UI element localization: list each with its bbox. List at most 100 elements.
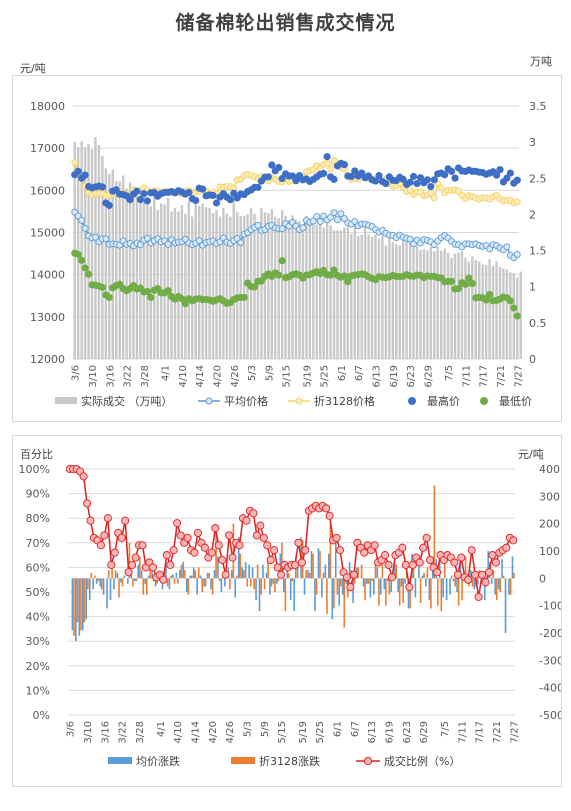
ratio-point [242, 516, 251, 525]
max-price-point [413, 179, 421, 188]
avg-change-bar [303, 578, 306, 595]
change-chart-panel: 0% 10% 20% 30% 40% 50% 60% 70% 80% 90% 100% -500 -40… [12, 435, 564, 787]
max-price-point [409, 172, 418, 181]
volume-bar [350, 233, 353, 359]
p3128-change-bar [499, 578, 502, 592]
ratio-point [148, 563, 157, 572]
avg-change-bar [81, 578, 84, 631]
volume-bar [464, 257, 467, 359]
volume-bar [229, 216, 232, 359]
volume-bar [267, 212, 270, 359]
avg-change-bar [373, 578, 375, 595]
p3128-change-bar [461, 578, 463, 601]
max-price-point [492, 171, 501, 179]
max-price-point [133, 187, 141, 195]
ratio-point [207, 548, 216, 557]
min-price-point [513, 312, 521, 320]
avg-change-bar [175, 572, 178, 579]
p3128-change-bar [371, 578, 373, 582]
price-left-unit: 元/吨 [20, 62, 46, 75]
avg-change-bar [418, 559, 420, 579]
volume-bar [446, 252, 450, 359]
avg-change-bar [140, 570, 143, 579]
p3128-change-bar [364, 578, 366, 601]
avg-change-bar [251, 567, 254, 579]
x-tick-label: 3/10 [83, 721, 94, 743]
y2-tick-label: 300 [539, 490, 560, 503]
price-chart: 12000 13000 14000 15000 16000 17000 18000 0 0.5 1… [30, 100, 547, 408]
p3128-change-bar [343, 578, 346, 628]
x-tick-label: 6/13 [367, 721, 378, 743]
y2-tick-label: 400 [539, 463, 560, 476]
volume-bar [194, 200, 197, 359]
y-tick-label: 15000 [30, 227, 65, 240]
p3128-change-bar [374, 564, 377, 579]
p3128-change-bar [90, 572, 93, 579]
x-tick-label: 6/7 [350, 721, 361, 737]
max-price-point [212, 199, 221, 207]
avg-change-bar [116, 572, 119, 579]
p3128-change-bar [385, 578, 387, 606]
volume-bar [87, 144, 90, 359]
avg-price-point [334, 216, 341, 224]
p3128-change-bar [149, 564, 152, 579]
x-tick-label: 6/23 [402, 721, 413, 743]
avg-change-bar [113, 578, 115, 590]
volume-bar [436, 246, 439, 359]
volume-bar [270, 209, 273, 359]
ratio-point [225, 531, 234, 540]
y2-tick-label: -200 [539, 627, 561, 640]
x-tick-label: 4/20 [208, 721, 219, 743]
max-price-point [513, 176, 521, 184]
p3128-change-bar [201, 578, 204, 592]
avg-change-bar [220, 578, 223, 592]
max-price-point [340, 161, 349, 169]
volume-bar [277, 218, 280, 359]
max-price-point [98, 183, 106, 191]
ratio-point [415, 558, 424, 567]
p3128-change-bar [388, 578, 391, 595]
volume-bar [121, 175, 125, 359]
p3128-change-bar [184, 570, 186, 579]
p3128-change-bar [256, 564, 259, 579]
avg-change-bar [508, 578, 510, 595]
p3128-change-bar [322, 572, 325, 579]
y-tick-label: 0% [33, 709, 50, 722]
volume-bar [173, 207, 177, 359]
min-price-point [84, 270, 93, 278]
x-tick-label: 7/17 [479, 365, 490, 387]
ratio-point [342, 573, 351, 582]
y2-tick-label: 100 [539, 545, 560, 558]
avg-price-point [513, 250, 521, 258]
volume-bar [218, 216, 222, 359]
volume-bar [232, 199, 235, 359]
p3128-change-bar [426, 567, 429, 579]
max-price-point [199, 185, 207, 193]
volume-bar [90, 149, 94, 359]
volume-bar [263, 212, 267, 359]
ratio-point [86, 516, 95, 525]
ratio-point [297, 558, 306, 567]
y2-tick-label: -100 [539, 600, 561, 613]
legend-label: 实际成交 （万吨） [81, 394, 173, 408]
avg-change-bar [390, 578, 392, 592]
volume-bar [197, 205, 201, 359]
max-price-point [399, 175, 407, 183]
volume-bar [215, 210, 218, 359]
ratio-point [166, 560, 175, 569]
p3128-change-bar [107, 570, 110, 579]
ratio-point [121, 516, 130, 525]
p3128-change-bar [326, 578, 328, 614]
x-tick-label: 4/10 [178, 365, 189, 387]
p3128-change-bar [73, 578, 75, 636]
avg-price-point [164, 240, 172, 248]
avg-change-bar [185, 578, 188, 592]
p3128-change-bar [180, 564, 183, 579]
ratio-point [277, 570, 286, 579]
x-tick-label: 6/1 [333, 721, 344, 737]
avg-change-bar [393, 561, 396, 579]
avg-change-bar [262, 564, 264, 579]
p3128-change-bar [239, 553, 242, 579]
p3128-change-bar [142, 578, 145, 595]
ratio-point [478, 570, 487, 579]
